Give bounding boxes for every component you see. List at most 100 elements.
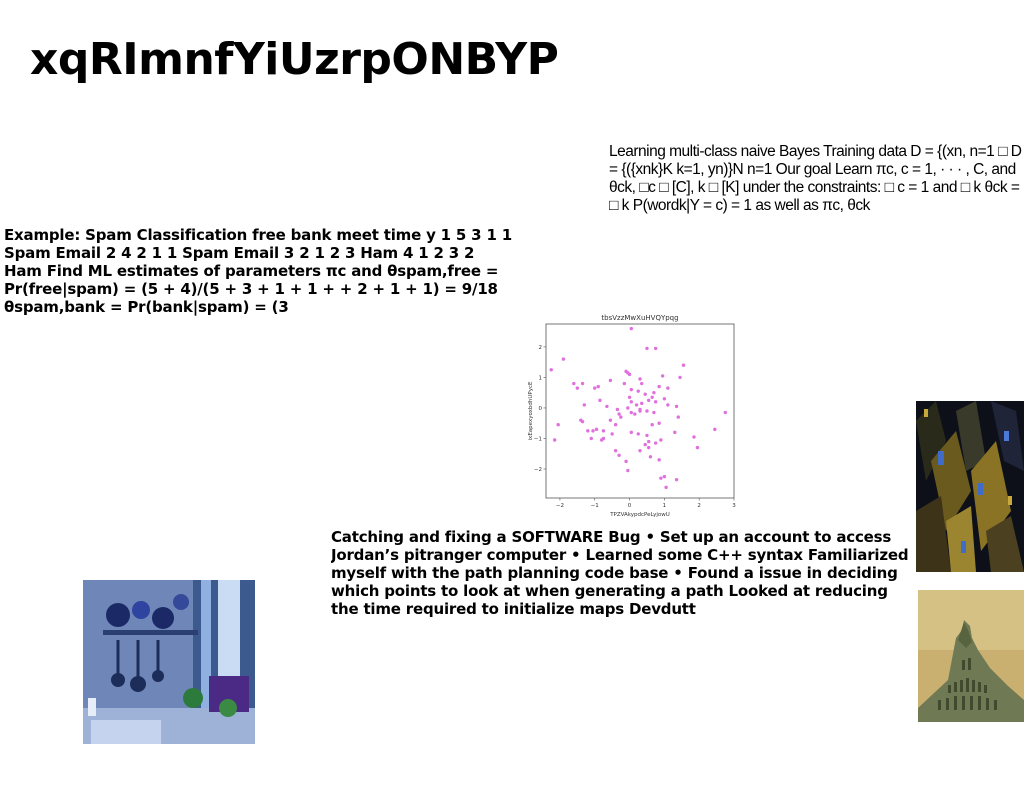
scatter-point [626,406,630,410]
scatter-point [634,403,639,407]
scatter-point [617,412,621,416]
scatter-point [556,423,560,427]
scatter-point [617,453,621,457]
scatter-point [650,395,654,399]
y-axis-label: ixEapexyoxbdhUPycE [528,381,534,440]
scatter-point [610,432,614,436]
y-tick-label: 2 [539,345,543,351]
scatter-point [666,386,670,390]
scatter-point [659,476,663,480]
scatter-point [674,404,679,409]
x-tick-label: 0 [628,503,632,509]
x-tick-label: −2 [556,503,564,509]
scatter-point [640,401,644,406]
scatter-point [553,438,557,442]
scatter-point [624,459,628,464]
scatter-point [676,415,680,419]
scatter-point [660,374,665,378]
scatter-point [636,432,640,436]
scatter-point [638,377,642,381]
scatter-point [674,477,679,482]
scatter-point [662,474,667,479]
scatter-point [643,392,647,396]
scatter-point [681,363,686,367]
scatter-point [657,421,661,425]
scatter-point [629,400,633,404]
scatter-point [605,404,609,409]
scatter-point [640,381,644,386]
scatter-point [657,458,661,462]
scatter-point [608,418,613,422]
scatter-point [673,430,677,435]
scatter-point [582,403,586,407]
software-bug-text: Catching and fixing a SOFTWARE Bug • Set… [331,528,909,618]
scatter-point [627,395,632,399]
scatter-point [652,410,656,415]
scatter-point [695,445,700,450]
scatter-point [589,436,593,441]
scatter-point [645,409,649,413]
photo-green-building [918,590,1024,722]
scatter-point [629,410,633,415]
scatter-point [664,485,668,490]
scatter-point [622,381,627,386]
scatter-point [653,346,658,351]
scatter-point [579,418,583,422]
spam-example-text: Example: Spam Classification free bank m… [4,226,512,316]
y-tick-label: 1 [539,375,543,381]
photo-abstract-city [916,401,1024,572]
scatter-point [629,430,633,435]
scatter-point [636,389,640,393]
scatter-point [650,423,654,427]
scatter-point [619,415,623,419]
scatter-point [662,397,667,401]
scatter-point [652,390,656,395]
scatter-point [647,398,651,403]
scatter-point [613,423,618,427]
scatter-point [600,438,604,442]
x-axis-label: TPZVAkypdcPeLyjowU [609,512,670,518]
scatter-point [629,387,633,392]
y-tick-label: 0 [539,406,543,412]
x-tick-label: 2 [697,503,701,509]
scatter-point [645,346,649,351]
scatter-point [647,439,651,444]
scatter-point [629,326,633,331]
scatter-point [601,429,606,433]
scatter-point [643,442,647,447]
naive-bayes-text: Learning multi-class naive Bayes Trainin… [609,143,1022,214]
scatter-point [627,372,632,377]
scatter-point [561,357,566,361]
scatter-point [659,438,663,442]
scatter-point [608,378,613,383]
scatter-point [591,429,595,433]
scatter-point [653,400,658,404]
scatter-point [593,386,597,390]
scatter-point [580,381,585,386]
scatter-point [549,368,553,372]
scatter-point [613,448,618,453]
scatter-point [575,386,580,390]
scatter-point [645,433,649,438]
scatter-point [594,427,599,432]
scatter-point [633,412,637,416]
x-tick-label: −1 [591,503,599,509]
chart-title: tbsVzzMwXuHVQYpqg [601,314,678,322]
x-tick-label: 3 [732,503,736,509]
scatter-point [713,427,717,432]
page-title: xqRImnfYiUzrpONBYP [30,34,559,85]
y-tick-label: −1 [534,436,542,442]
scatter-point [626,468,630,473]
scatter-point [615,407,620,412]
scatter-point [648,455,653,459]
photo-kitchen-shelves [83,580,255,744]
scatter-point [653,441,658,445]
scatter-chart: tbsVzzMwXuHVQYpqg −2 −1 0 1 2 3 −2 −1 0 1 2 TPZVAk… [528,314,736,518]
scatter-point [586,429,590,433]
x-tick-label: 1 [663,503,667,509]
scatter-point [666,403,670,407]
scatter-point [723,410,727,415]
scatter-point [572,381,576,386]
scatter-point [647,445,651,450]
scatter-point [598,398,602,403]
